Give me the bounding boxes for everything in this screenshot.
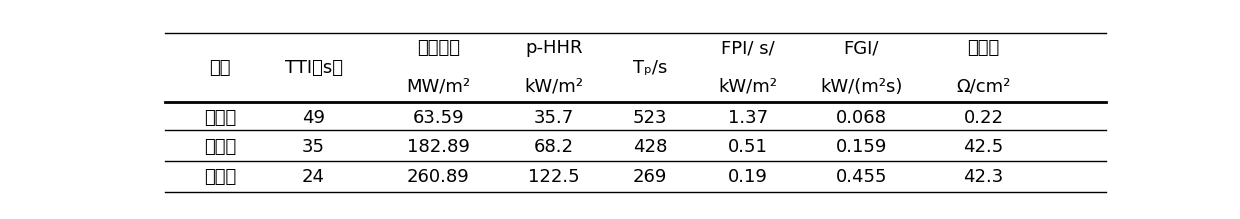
Text: TTI（s）: TTI（s） [284, 59, 342, 77]
Text: 胶合板: 胶合板 [205, 168, 237, 186]
Text: Ω/cm²: Ω/cm² [956, 78, 1011, 96]
Text: 260.89: 260.89 [407, 168, 470, 186]
Text: 1.37: 1.37 [728, 109, 768, 127]
Text: p-HHR: p-HHR [525, 39, 583, 57]
Text: 428: 428 [632, 138, 667, 156]
Text: 42.3: 42.3 [963, 168, 1003, 186]
Text: 0.22: 0.22 [963, 109, 1003, 127]
Text: 35: 35 [303, 138, 325, 156]
Text: 269: 269 [632, 168, 667, 186]
Text: 0.455: 0.455 [836, 168, 887, 186]
Text: 63.59: 63.59 [413, 109, 464, 127]
Text: 0.51: 0.51 [728, 138, 768, 156]
Text: 122.5: 122.5 [528, 168, 579, 186]
Text: 实施例: 实施例 [205, 109, 237, 127]
Text: 182.89: 182.89 [407, 138, 470, 156]
Text: 样品: 样品 [210, 59, 231, 77]
Text: kW/m²: kW/m² [525, 78, 583, 96]
Text: FGI/: FGI/ [843, 39, 879, 57]
Text: 对比例: 对比例 [205, 138, 237, 156]
Text: 释热总量: 释热总量 [417, 39, 460, 57]
Text: 35.7: 35.7 [533, 109, 574, 127]
Text: 0.068: 0.068 [836, 109, 887, 127]
Text: 24: 24 [303, 168, 325, 186]
Text: MW/m²: MW/m² [407, 78, 470, 96]
Text: kW/(m²s): kW/(m²s) [820, 78, 903, 96]
Text: 0.19: 0.19 [728, 168, 768, 186]
Text: FPI/ s/: FPI/ s/ [722, 39, 775, 57]
Text: 523: 523 [632, 109, 667, 127]
Text: Tₚ/s: Tₚ/s [632, 59, 667, 77]
Text: 0.159: 0.159 [836, 138, 887, 156]
Text: 49: 49 [303, 109, 325, 127]
Text: 42.5: 42.5 [963, 138, 1003, 156]
Text: 电阻值: 电阻值 [967, 39, 999, 57]
Text: 68.2: 68.2 [533, 138, 574, 156]
Text: kW/m²: kW/m² [718, 78, 777, 96]
